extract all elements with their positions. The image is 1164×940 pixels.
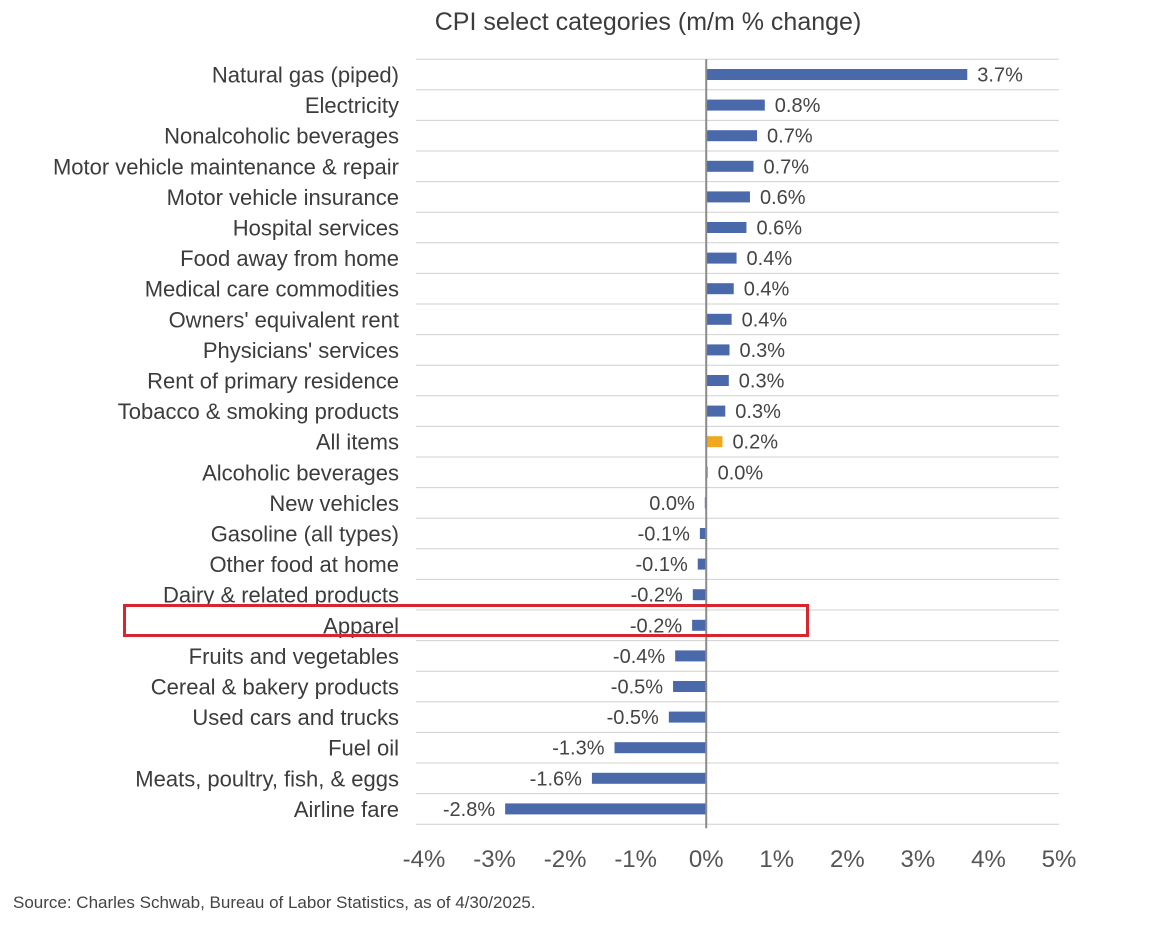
data-label: 0.3% — [739, 371, 785, 393]
bar — [706, 405, 726, 417]
category-label: Meats, poultry, fish, & eggs — [135, 766, 399, 791]
bar — [673, 681, 707, 692]
category-label: Hospital services — [233, 216, 399, 241]
bar — [675, 650, 707, 662]
bar — [706, 160, 754, 172]
category-label: Fuel oil — [328, 736, 399, 761]
data-label: 0.2% — [732, 432, 778, 454]
data-label: -0.1% — [636, 554, 688, 576]
category-label: All items — [316, 430, 399, 455]
data-label: 0.4% — [744, 279, 790, 301]
bar — [692, 619, 707, 631]
data-label: -0.5% — [611, 677, 663, 699]
apparel-highlight-box — [123, 604, 809, 637]
category-label: New vehicles — [269, 491, 399, 516]
x-tick-label: -2% — [544, 846, 587, 873]
x-tick-label: 5% — [1042, 846, 1077, 873]
source-note: Source: Charles Schwab, Bureau of Labor … — [13, 893, 536, 912]
data-label: -1.6% — [530, 768, 582, 790]
data-label: -0.1% — [638, 524, 690, 546]
bar — [706, 69, 968, 80]
bar — [706, 344, 730, 356]
x-tick-label: 1% — [759, 846, 794, 873]
data-label: 0.8% — [775, 95, 821, 117]
category-label: Gasoline (all types) — [211, 522, 399, 547]
x-axis-ticks: -4% -3% -2% -1% 0% 1% 2% 3% 4% 5% — [403, 846, 1077, 873]
category-label: Nonalcoholic beverages — [164, 124, 399, 149]
category-label: Medical care commodities — [145, 277, 399, 302]
category-label: Food away from home — [180, 246, 399, 271]
data-label: 0.7% — [763, 156, 809, 178]
data-label: 0.4% — [747, 248, 793, 270]
bar — [692, 589, 707, 601]
data-label: -1.3% — [552, 738, 604, 760]
category-label: Airline fare — [294, 797, 399, 822]
bar — [706, 313, 732, 325]
bar — [706, 252, 737, 264]
x-tick-label: 3% — [901, 846, 936, 873]
data-label: 0.3% — [740, 340, 786, 362]
bar — [706, 436, 723, 448]
bar — [706, 222, 747, 233]
bar — [706, 375, 729, 386]
category-labels: Natural gas (piped) Electricity Nonalcohol… — [53, 63, 399, 822]
data-label: 0.6% — [760, 187, 806, 209]
bars — [505, 69, 968, 815]
chart-title: CPI select categories (m/m % change) — [434, 8, 862, 36]
category-label: Rent of primary residence — [147, 369, 399, 394]
data-label: 0.6% — [756, 218, 802, 240]
data-label: -0.2% — [631, 585, 683, 607]
category-label: Motor vehicle insurance — [167, 185, 399, 210]
data-label: 0.0% — [649, 493, 695, 515]
category-label: Electricity — [305, 93, 399, 118]
bar — [706, 283, 734, 295]
bar — [706, 191, 750, 203]
bar — [505, 803, 707, 815]
data-label: -0.4% — [613, 646, 665, 668]
data-label: -0.2% — [630, 615, 682, 637]
data-label: 0.7% — [767, 126, 813, 148]
bar — [699, 528, 707, 539]
data-label: 0.0% — [718, 462, 764, 484]
x-tick-label: 0% — [689, 846, 724, 873]
bar — [706, 130, 758, 142]
category-label: Alcoholic beverages — [202, 460, 399, 485]
category-label: Tobacco & smoking products — [118, 399, 399, 424]
data-label: -0.5% — [607, 707, 659, 729]
bar — [614, 742, 707, 754]
x-tick-label: -1% — [614, 846, 657, 873]
grid-lines — [416, 58, 1059, 825]
bar — [668, 711, 707, 723]
category-label: Natural gas (piped) — [212, 63, 399, 88]
data-labels: 3.7% 0.8% 0.7% 0.7% 0.6% 0.6% 0.4% 0.4% 0.4% 0.3%… — [443, 65, 1023, 821]
bar — [591, 772, 707, 784]
category-label: Physicians' services — [203, 338, 399, 363]
x-tick-label: 4% — [971, 846, 1006, 873]
x-tick-label: 2% — [830, 846, 865, 873]
data-label: -2.8% — [443, 799, 495, 821]
category-label: Used cars and trucks — [192, 705, 399, 730]
data-label: 0.4% — [742, 309, 788, 331]
category-label: Motor vehicle maintenance & repair — [53, 154, 399, 179]
data-label: 0.3% — [735, 401, 781, 423]
category-label: Owners' equivalent rent — [169, 307, 399, 332]
x-tick-label: -4% — [403, 846, 446, 873]
category-label: Fruits and vegetables — [189, 644, 399, 669]
cpi-bar-chart: 3.7% 0.8% 0.7% 0.7% 0.6% 0.6% 0.4% 0.4% 0.4% 0.3%… — [53, 58, 1077, 873]
bar — [706, 99, 765, 111]
x-tick-label: -3% — [473, 846, 516, 873]
data-label: 3.7% — [977, 65, 1023, 87]
category-label: Other food at home — [209, 552, 399, 577]
bar — [697, 558, 707, 570]
category-label: Cereal & bakery products — [151, 675, 399, 700]
category-label: Dairy & related products — [163, 583, 399, 608]
